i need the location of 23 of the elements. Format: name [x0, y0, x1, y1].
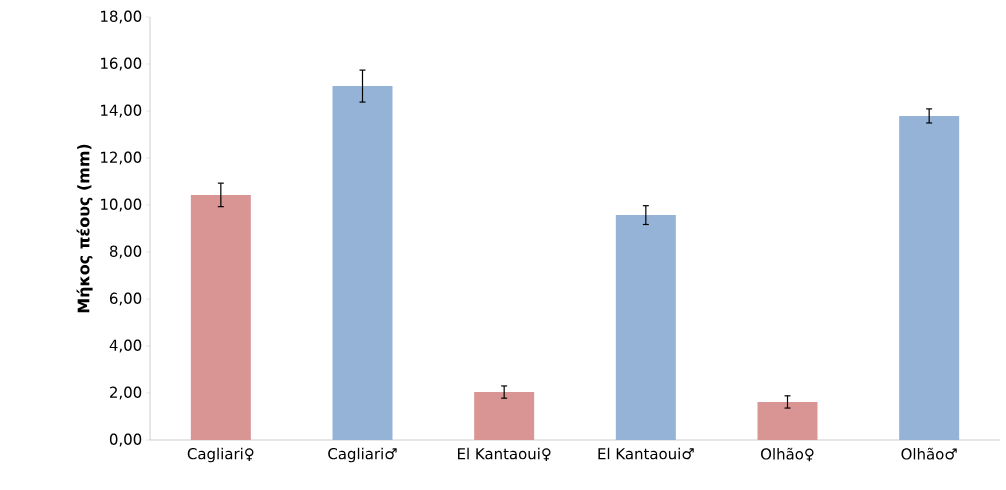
y-axis-title: Μήκος πέους (mm) [76, 144, 93, 313]
bar [332, 86, 393, 440]
y-tick-label: 6,00 [110, 292, 142, 306]
y-tick-label: 12,00 [101, 151, 142, 165]
bar [190, 194, 251, 440]
x-tick-label: El Kantaoui♂ [598, 447, 694, 460]
bar [899, 115, 960, 440]
x-tick-label: Cagliari♂ [328, 447, 397, 463]
y-tick-label: 2,00 [110, 386, 142, 400]
bar [757, 401, 818, 440]
y-tick-label: 0,00 [109, 433, 142, 447]
x-tick-label: El Kantaoui♀ [458, 447, 551, 461]
bar [474, 392, 535, 440]
y-tick-label: 16,00 [101, 57, 142, 71]
y-tick-label: 8,00 [109, 245, 142, 259]
x-tick-label: Olhão♀ [761, 447, 814, 462]
x-tick-label: Olhão♂ [901, 447, 957, 460]
y-tick-label: 4,00 [109, 339, 142, 353]
x-tick-label: Cagliari♀ [187, 447, 254, 463]
bar [615, 215, 676, 440]
y-tick-label: 10,00 [101, 198, 142, 212]
y-tick-label: 14,00 [101, 104, 142, 118]
y-tick-label: 18,00 [101, 10, 142, 24]
